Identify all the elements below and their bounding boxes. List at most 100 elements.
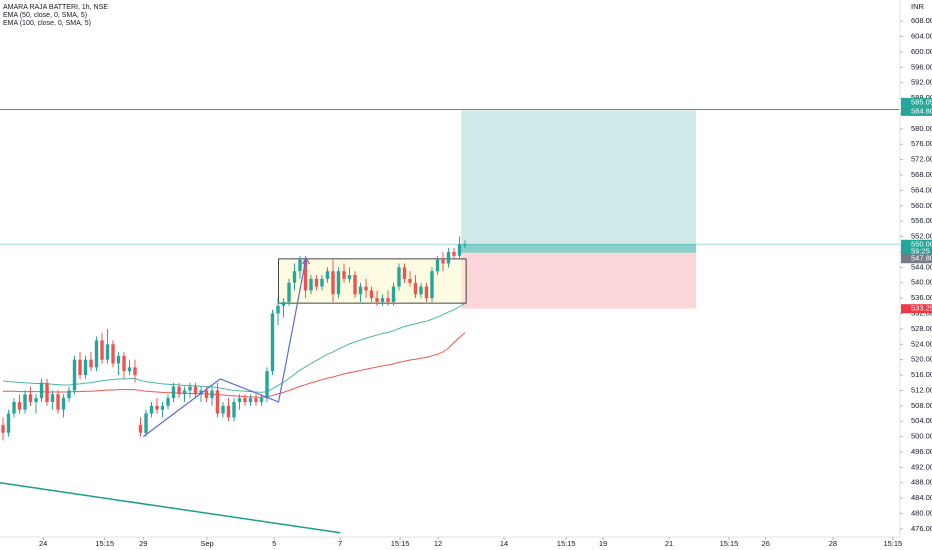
last-price-label: 550.00 (911, 239, 932, 248)
y-tick-label: 500.00 (911, 432, 932, 441)
y-tick-label: 540.00 (911, 278, 932, 287)
candle-body (336, 271, 341, 295)
candle-body (452, 251, 456, 256)
candle-body (243, 398, 247, 402)
candle-body (1, 425, 5, 433)
loss-zone (461, 252, 696, 309)
candle-body (34, 398, 38, 402)
y-tick-label: 608.00 (911, 16, 932, 25)
candle-body (369, 290, 374, 299)
candle-body (105, 344, 110, 360)
x-tick-label: 24 (39, 539, 47, 548)
stop-price-box (901, 304, 932, 314)
x-tick-label: 15:15 (883, 539, 902, 548)
candle-body (72, 359, 77, 391)
candle-body (193, 386, 198, 395)
candle-body (424, 286, 429, 299)
candle-body (347, 275, 352, 279)
candle-body (133, 367, 137, 376)
y-tick-label: 592.00 (911, 78, 932, 87)
y-tick-label: 496.00 (911, 447, 932, 456)
candle-body (188, 386, 192, 391)
y-tick-label: 560.00 (911, 201, 932, 210)
candle-body (166, 398, 170, 406)
candle-body (144, 413, 148, 433)
candle-body (397, 267, 401, 287)
candle-body (446, 251, 451, 264)
candle-body (463, 244, 467, 246)
candle-body (353, 275, 357, 295)
y-tick-label: 488.00 (911, 478, 932, 487)
candle-body (177, 386, 181, 395)
x-tick-label: 26 (762, 539, 770, 548)
candle-body (116, 355, 121, 364)
indicator-legend: EMA (50, close, 0, SMA, 5) (3, 12, 87, 19)
candle-body (309, 278, 313, 291)
line-price-label: 585.05 (911, 97, 932, 106)
y-tick-label: 508.00 (911, 401, 932, 410)
candle-body (182, 390, 187, 395)
x-tick-label: 7 (338, 539, 342, 548)
x-tick-label: 19 (599, 539, 607, 548)
x-tick-label: Sep (200, 539, 213, 548)
target-price-label: 584.80 (911, 106, 932, 115)
candle-body (149, 405, 154, 414)
candle-body (210, 390, 214, 399)
y-tick-label: 528.00 (911, 324, 932, 333)
y-tick-label: 572.00 (911, 155, 932, 164)
y-tick-label: 576.00 (911, 139, 932, 148)
y-tick-label: 604.00 (911, 32, 932, 41)
candle-body (413, 282, 418, 295)
candle-body (237, 398, 242, 402)
y-tick-label: 556.00 (911, 216, 932, 225)
x-tick-label: 14 (500, 539, 508, 548)
candle-body (127, 367, 132, 372)
candle-body (331, 271, 335, 295)
target-price-box (901, 106, 932, 116)
candle-body (248, 398, 253, 402)
stop-price-label: 533.25 (911, 304, 932, 313)
candle-body (342, 271, 346, 279)
candle-body (111, 344, 115, 364)
candle-body (138, 425, 143, 433)
candle-body (23, 394, 27, 410)
x-tick-label: 29 (139, 539, 147, 548)
line-price-box (901, 97, 932, 107)
y-tick-label: 568.00 (911, 170, 932, 179)
candle-body (386, 298, 390, 302)
candle-body (265, 371, 269, 399)
y-tick-label: 524.00 (911, 339, 932, 348)
candle-body (435, 259, 440, 272)
candle-body (160, 405, 165, 410)
currency: INR (911, 2, 925, 11)
candle-body (314, 278, 319, 287)
candle-body (78, 359, 82, 376)
x-tick-label: 15:15 (391, 539, 410, 548)
x-tick-label: 5 (272, 539, 276, 548)
y-tick-label: 536.00 (911, 293, 932, 302)
candle-body (380, 298, 385, 302)
candle-body (39, 382, 44, 399)
y-tick-label: 588.00 (911, 93, 932, 102)
candle-body (259, 398, 264, 402)
zigzag (142, 258, 307, 438)
y-tick-label: 520.00 (911, 355, 932, 364)
candle-body (325, 271, 330, 279)
plot-area (0, 108, 900, 534)
candle-body (364, 286, 368, 291)
candle-body (276, 305, 280, 314)
last-price-box (901, 239, 932, 256)
ema-line (3, 332, 466, 398)
y-tick-label: 580.00 (911, 124, 932, 133)
candle-body (402, 267, 407, 279)
candle-body (56, 394, 60, 410)
candle-body (281, 301, 286, 306)
y-tick-label: 596.00 (911, 62, 932, 71)
y-tick-label: 504.00 (911, 416, 932, 425)
candle-body (61, 398, 66, 410)
x-tick-label: 12 (434, 539, 442, 548)
candle-body (215, 390, 220, 414)
candle-body (17, 401, 22, 410)
candle-body (155, 405, 159, 410)
symbol-title: AMARA RAJA BATTERI, 1h, NSE (3, 4, 108, 11)
